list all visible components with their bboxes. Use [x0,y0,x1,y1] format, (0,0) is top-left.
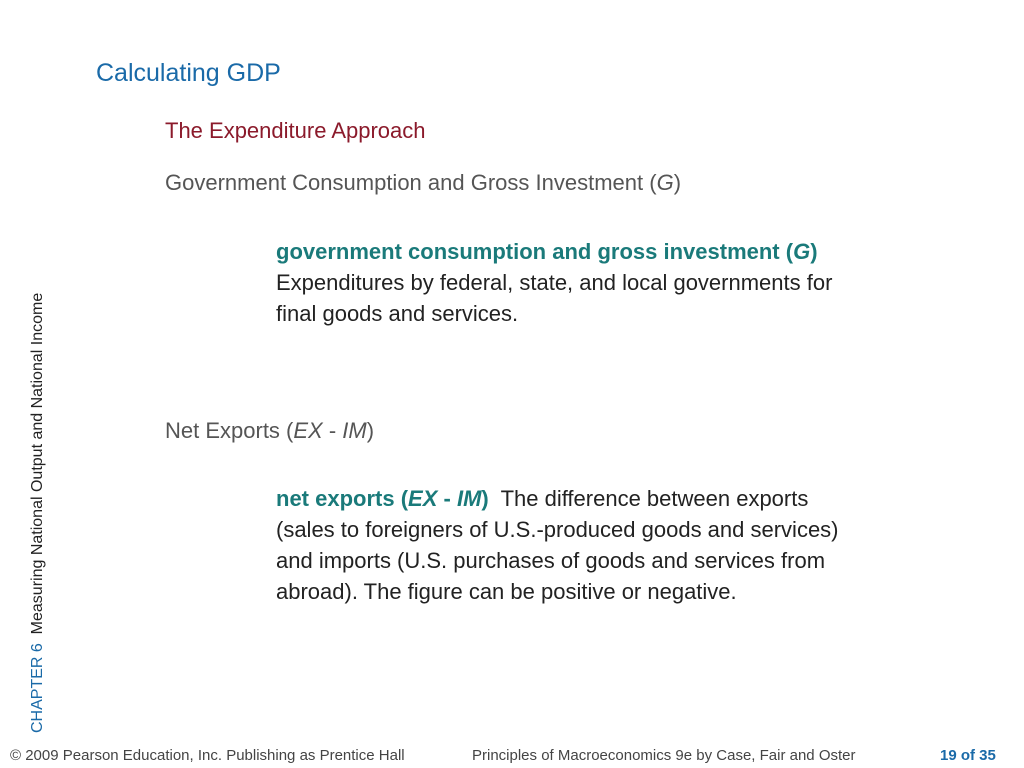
net-exports-term-separator: - [437,486,457,511]
net-exports-definition: net exports (EX - IM) The difference bet… [276,483,846,607]
government-definition: government consumption and gross investm… [276,236,846,329]
government-term: government consumption and gross investm… [276,239,818,264]
slide-subtitle: The Expenditure Approach [165,118,426,143]
government-term-variable: G [793,239,811,264]
government-term-close: ) [810,239,818,264]
net-exports-definition-text: The difference between exports (sales to… [276,486,839,604]
government-heading-variable: G [656,170,674,195]
chapter-sidebar: CHAPTER 6 Measuring National Output and … [27,223,49,733]
net-exports-heading-var-ex: EX [293,418,323,443]
net-exports-section-heading: Net Exports (EX - IM) [165,418,374,444]
net-exports-term-var-ex: EX [408,486,438,511]
slide-footer: © 2009 Pearson Education, Inc. Publishin… [0,745,1024,767]
footer-page-number: 19 of 35 [940,747,996,764]
net-exports-term: net exports (EX - IM) [276,486,489,511]
net-exports-heading-close: ) [366,418,375,443]
chapter-title: Measuring National Output and National I… [29,292,46,635]
government-definition-text: Expenditures by federal, state, and loca… [276,270,833,326]
slide-title: Calculating GDP [96,59,281,87]
net-exports-term-var-im: IM [456,486,482,511]
footer-book-title: Principles of Macroeconomics 9e by Case,… [472,747,856,764]
net-exports-heading-text: Net Exports ( [165,418,294,443]
government-heading-text: Government Consumption and Gross Investm… [165,170,657,195]
footer-copyright: © 2009 Pearson Education, Inc. Publishin… [10,747,405,764]
government-heading-close: ) [673,170,682,195]
net-exports-term-text: net exports ( [276,486,409,511]
government-term-text: government consumption and gross investm… [276,239,794,264]
net-exports-term-close: ) [481,486,489,511]
government-section-heading: Government Consumption and Gross Investm… [165,170,681,196]
net-exports-heading-separator: - [322,418,343,443]
chapter-number: CHAPTER 6 [29,643,46,733]
net-exports-heading-var-im: IM [342,418,367,443]
